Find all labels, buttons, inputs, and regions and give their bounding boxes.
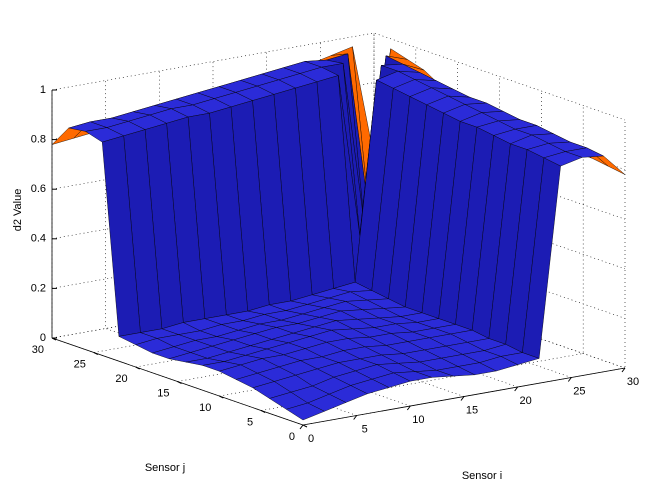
y-tick-label: 25 bbox=[74, 358, 86, 370]
grid-line bbox=[261, 105, 584, 411]
z-tick-label: 0 bbox=[40, 332, 46, 344]
surface-face bbox=[286, 402, 325, 421]
y-tick bbox=[93, 352, 99, 355]
y-axis-label: Sensor j bbox=[145, 462, 185, 474]
grid-line bbox=[51, 32, 626, 121]
x-tick bbox=[353, 415, 358, 420]
x-tick-label: 20 bbox=[520, 395, 532, 407]
y-tick-label: 15 bbox=[157, 387, 169, 399]
y-tick bbox=[219, 395, 224, 399]
z-tick-label: 0.4 bbox=[31, 233, 46, 245]
x-tick-label: 15 bbox=[466, 404, 478, 416]
y-tick bbox=[260, 410, 266, 413]
y-tick-label: 20 bbox=[115, 373, 127, 385]
x-tick bbox=[621, 367, 626, 373]
x-tick-label: 30 bbox=[627, 376, 639, 388]
x-tick-label: 5 bbox=[362, 423, 368, 435]
surface bbox=[51, 46, 626, 421]
x-tick bbox=[514, 386, 519, 392]
z-tick-label: 0.6 bbox=[31, 183, 46, 195]
x-tick-label: 0 bbox=[308, 433, 314, 445]
x-axis-label: Sensor i bbox=[462, 470, 502, 482]
y-tick-label: 5 bbox=[247, 416, 253, 428]
z-tick-label: 0.2 bbox=[31, 282, 46, 294]
x-tick bbox=[299, 424, 304, 430]
x-tick-label: 10 bbox=[412, 414, 424, 426]
y-tick bbox=[177, 381, 182, 384]
y-tick bbox=[135, 366, 140, 370]
grid-line bbox=[302, 120, 626, 426]
x-tick bbox=[406, 405, 411, 411]
y-tick-label: 30 bbox=[32, 344, 44, 356]
y-tick-label: 0 bbox=[289, 431, 295, 443]
y-tick-label: 10 bbox=[199, 402, 211, 414]
x-tick-label: 25 bbox=[573, 385, 585, 397]
y-tick bbox=[302, 424, 308, 428]
x-tick bbox=[567, 377, 572, 382]
z-tick-label: 1 bbox=[40, 84, 46, 96]
z-axis-label: d2 Value bbox=[12, 189, 24, 232]
z-tick-label: 0.8 bbox=[31, 134, 46, 146]
x-tick bbox=[460, 396, 465, 401]
